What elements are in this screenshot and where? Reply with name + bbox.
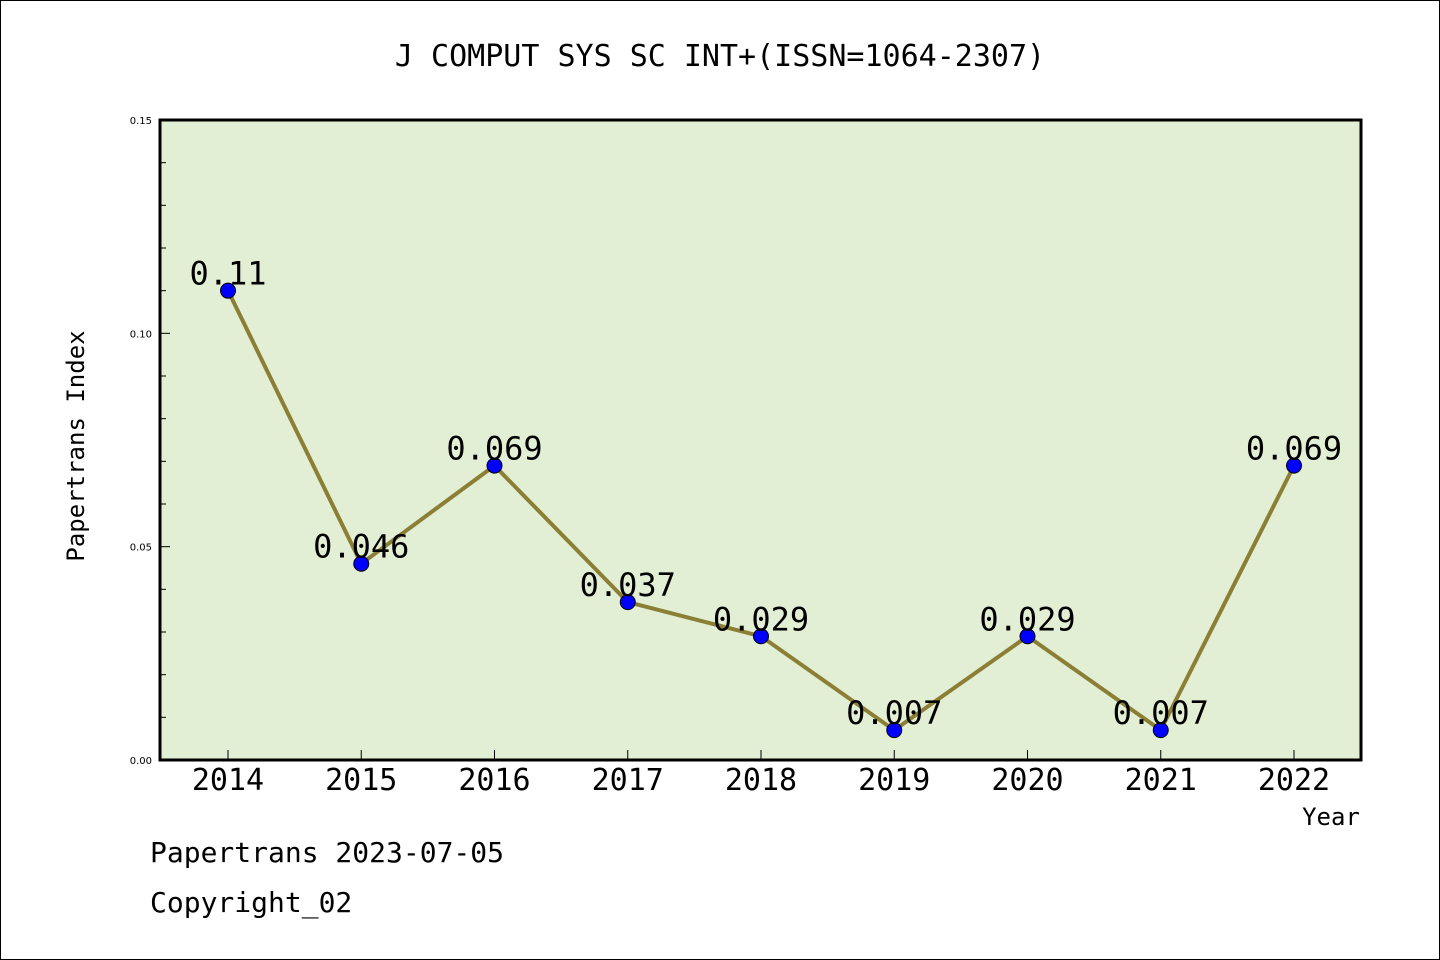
data-point (619, 594, 636, 611)
y-tick-label: 0.15 (130, 116, 152, 127)
x-tick-label: 2017 (592, 763, 664, 798)
data-point (1019, 628, 1036, 645)
data-label: 0.069 (446, 430, 542, 468)
data-label: 0.029 (713, 600, 809, 638)
plot-area (158, 118, 1363, 762)
x-tick-label: 2016 (458, 763, 530, 798)
data-label: 0.007 (846, 694, 942, 732)
y-axis: 0.00 0.05 0.10 0.15 (130, 116, 170, 767)
x-tick-label: 2021 (1125, 763, 1197, 798)
y-tick-label: 0.00 (130, 756, 152, 767)
footer-copyright: Copyright_02 (150, 886, 353, 919)
data-label: 0.11 (189, 255, 266, 293)
x-tick-label: 2015 (325, 763, 397, 798)
x-tick-label: 2018 (725, 763, 797, 798)
x-tick-label: 2022 (1258, 763, 1330, 798)
x-tick-label: 2020 (991, 763, 1063, 798)
y-tick-label: 0.05 (130, 543, 152, 554)
markers (220, 282, 1302, 739)
x-tick-label: 2019 (858, 763, 930, 798)
data-point (1286, 457, 1302, 474)
y-tick-label: 0.10 (130, 329, 152, 340)
data-point (486, 457, 503, 474)
x-axis-label: Year (1302, 803, 1360, 831)
data-label: 0.007 (1113, 694, 1209, 732)
x-axis: 2014 2015 2016 2017 2018 2019 2020 2021 2022 (192, 750, 1330, 798)
data-label: 0.046 (313, 528, 409, 566)
y-axis-label: Papertrans Index (62, 330, 90, 561)
data-point (1152, 722, 1169, 739)
data-point (353, 555, 370, 572)
data-point (753, 628, 769, 645)
data-label: 0.029 (979, 600, 1075, 638)
data-label: 0.069 (1246, 430, 1342, 468)
data-label: 0.037 (580, 566, 676, 604)
chart-title: J COMPUT SYS SC INT+(ISSN=1064-2307) (395, 39, 1045, 74)
data-labels: 0.11 0.046 0.069 0.037 0.029 0.007 0.029 0.007 0… (189, 255, 1342, 732)
data-point (220, 282, 236, 299)
x-tick-label: 2014 (192, 763, 264, 798)
footer-date: Papertrans 2023-07-05 (150, 836, 505, 869)
data-point (886, 722, 903, 739)
